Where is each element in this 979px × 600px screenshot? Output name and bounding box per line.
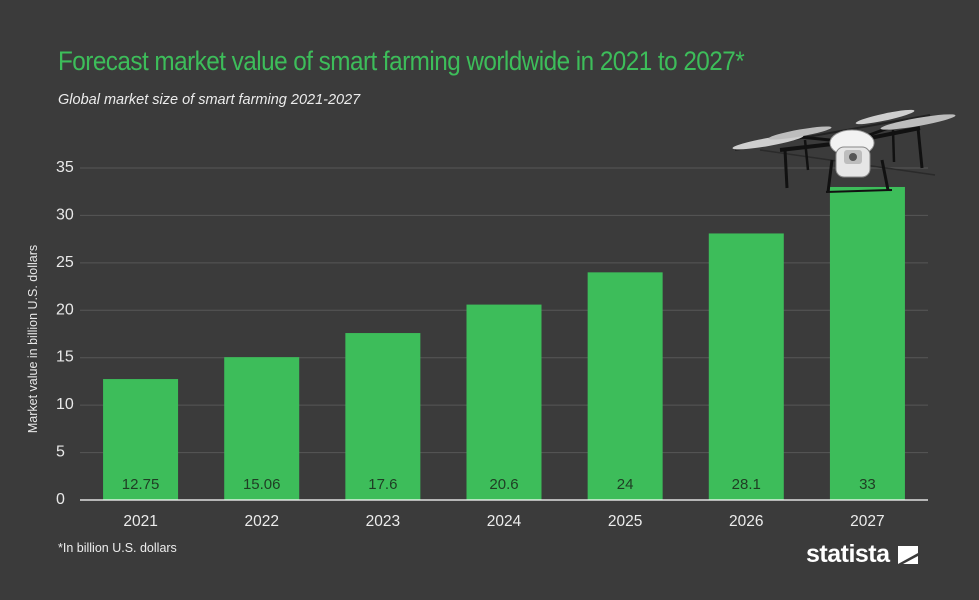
x-tick-label: 2026 [729, 513, 763, 530]
bar-2025[interactable] [587, 272, 663, 500]
y-tick-label: 15 [56, 349, 74, 366]
bar-value-label: 24 [617, 476, 634, 493]
bar-2026[interactable] [708, 233, 784, 501]
bar-2027[interactable] [829, 186, 905, 500]
statista-logo-icon [897, 545, 918, 564]
chart-title: Forecast market value of smart farming w… [58, 46, 745, 76]
x-tick-label: 2025 [608, 513, 642, 530]
bar-value-label: 33 [859, 476, 876, 493]
y-axis-label: Market value in billion U.S. dollars [26, 245, 40, 433]
bars: 12.75 15.06 17.6 20.6 24 28.1 33 [103, 186, 905, 501]
bar-2024[interactable] [466, 304, 542, 500]
bar-2021[interactable] [103, 379, 179, 500]
y-tick-label: 20 [56, 301, 74, 318]
y-tick-label: 35 [56, 159, 74, 176]
bar-value-label: 17.6 [368, 476, 397, 493]
bar-value-label: 28.1 [732, 476, 761, 493]
x-axis-ticks: 2021 2022 2023 2024 2025 2026 2027 [123, 513, 884, 530]
y-tick-label: 0 [56, 491, 65, 508]
footnote: *In billion U.S. dollars [58, 541, 177, 555]
x-tick-label: 2027 [850, 513, 884, 530]
x-tick-label: 2021 [123, 513, 157, 530]
bar-2023[interactable] [345, 333, 421, 500]
statista-logo[interactable]: statista [806, 540, 920, 569]
y-tick-label: 10 [56, 396, 74, 413]
chart-subtitle: Global market size of smart farming 2021… [58, 92, 361, 108]
y-tick-label: 5 [56, 444, 65, 461]
x-tick-label: 2023 [366, 513, 400, 530]
drone-image [732, 109, 956, 193]
y-tick-label: 25 [56, 254, 74, 271]
y-axis-ticks: 0 5 10 15 20 25 30 35 [56, 159, 74, 508]
bar-value-label: 12.75 [122, 476, 160, 493]
x-tick-label: 2022 [244, 513, 278, 530]
bar-value-label: 15.06 [243, 476, 281, 493]
x-tick-label: 2024 [487, 513, 522, 530]
bar-value-label: 20.6 [489, 476, 518, 493]
bar-2022[interactable] [224, 357, 300, 500]
y-tick-label: 30 [56, 206, 74, 223]
brand-name: statista [806, 540, 890, 568]
